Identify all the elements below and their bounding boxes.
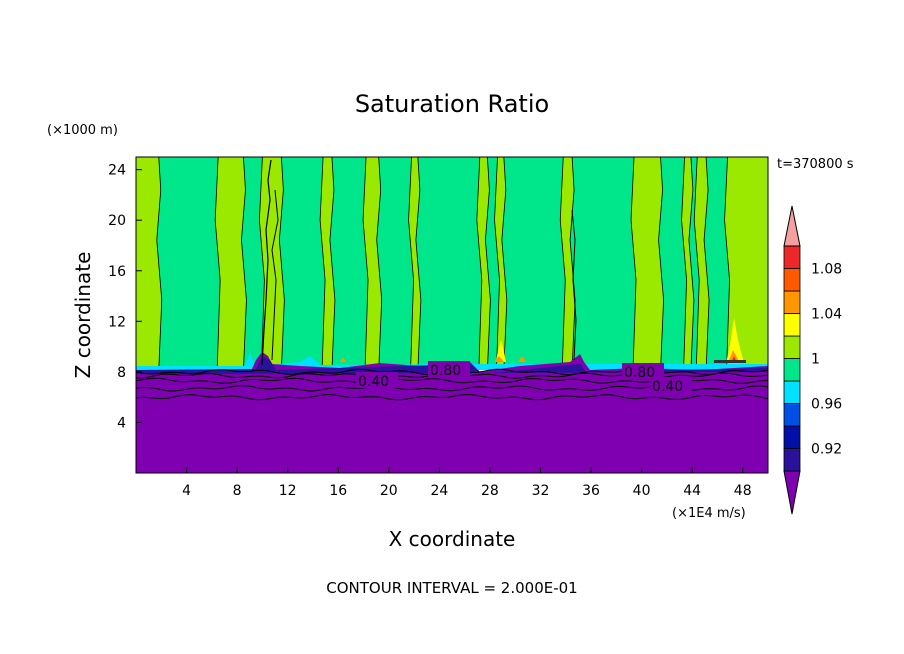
contour-interval-note: CONTOUR INTERVAL = 2.000E-01 xyxy=(326,579,577,597)
x-tick-label: 8 xyxy=(233,483,242,499)
y-axis-title: Z coordinate xyxy=(71,252,95,379)
plume-x10 xyxy=(261,159,272,366)
colorbar-swatch xyxy=(783,425,801,449)
y-units-label: (×1000 m) xyxy=(47,123,118,138)
moist-band xyxy=(329,157,369,371)
plot-frame xyxy=(135,156,769,474)
plume-x10b xyxy=(271,189,279,361)
contour-label-0.40-a: 0.40 xyxy=(358,374,389,390)
colorbar-swatch xyxy=(783,358,801,382)
contour-label-0.40-b: 0.40 xyxy=(652,379,683,395)
x-tick-label: 12 xyxy=(279,483,297,499)
colorbar-label: 0.92 xyxy=(811,442,842,458)
moist-band xyxy=(688,157,700,371)
colorbar-swatch xyxy=(783,335,801,359)
x-tick-label: 4 xyxy=(182,483,191,499)
colorbar-label: 1.08 xyxy=(811,262,842,278)
colorbar-swatch xyxy=(783,403,801,427)
warm-cell-x17 xyxy=(340,357,346,362)
colorbar-label: 0.96 xyxy=(811,397,842,413)
x-tick-label: 40 xyxy=(633,483,651,499)
x-axis: 4 8 12 16 20 24 28 32 36 40 44 48 xyxy=(182,467,752,499)
contour-field xyxy=(136,157,768,473)
colorbar: 0.92 0.96 1 1.04 1.08 xyxy=(783,205,842,515)
moist-band xyxy=(484,157,500,371)
y-axis: 4 8 12 16 20 24 xyxy=(108,163,142,431)
x-tick-label: 20 xyxy=(380,483,398,499)
chart-title: Saturation Ratio xyxy=(355,90,549,118)
moist-band xyxy=(569,157,637,371)
x-tick-label: 44 xyxy=(683,483,701,499)
x-tick-label: 28 xyxy=(481,483,499,499)
dark-strip-x46 xyxy=(714,360,746,363)
y-tick-label: 16 xyxy=(108,264,126,280)
colorbar-swatch xyxy=(783,268,801,292)
x-axis-title: X coordinate xyxy=(389,527,516,551)
colorbar-swatch xyxy=(783,448,801,472)
contour-label-0.80-a: 0.80 xyxy=(430,363,461,379)
colorbar-lower-arrow xyxy=(783,470,801,515)
y-tick-label: 24 xyxy=(108,163,126,179)
colorbar-swatch xyxy=(783,245,801,269)
time-label: t=370800 s xyxy=(777,157,854,172)
x-tick-label: 48 xyxy=(734,483,752,499)
x-units-label: (×1E4 m/s) xyxy=(672,506,746,521)
warm-cell-x29b xyxy=(494,356,504,362)
colorbar-upper-arrow xyxy=(783,205,801,247)
moist-band xyxy=(156,157,221,371)
colorbar-swatch xyxy=(783,380,801,404)
contour-label-0.80-b: 0.80 xyxy=(624,365,655,381)
moist-band xyxy=(376,157,414,371)
moist-band xyxy=(658,157,687,371)
x-tick-label: 36 xyxy=(582,483,600,499)
y-tick-label: 12 xyxy=(108,314,126,330)
plume-x35 xyxy=(571,209,577,361)
y-tick-label: 20 xyxy=(108,213,126,229)
y-tick-label: 8 xyxy=(117,365,126,381)
colorbar-swatch xyxy=(783,290,801,314)
moist-band xyxy=(501,157,566,371)
x-tick-label: 32 xyxy=(532,483,550,499)
moist-band xyxy=(703,157,730,371)
moist-bands xyxy=(156,157,730,371)
contour-labels: 0.40 0.80 0.80 0.40 xyxy=(356,361,692,395)
warm-cell-x29 xyxy=(496,340,506,362)
warm-cell-x47 xyxy=(726,318,744,363)
colorbar-label: 1 xyxy=(811,352,820,368)
cyan-fringe xyxy=(136,352,768,370)
moist-band xyxy=(415,157,483,371)
moist-band xyxy=(241,157,265,371)
colorbar-label: 1.04 xyxy=(811,307,842,323)
x-tick-label: 16 xyxy=(329,483,347,499)
y-tick-label: 4 xyxy=(117,415,126,431)
x-tick-label: 24 xyxy=(430,483,448,499)
colorbar-swatch xyxy=(783,313,801,337)
warm-cell-x30 xyxy=(518,356,526,362)
contour-line xyxy=(136,394,768,401)
moist-band xyxy=(278,157,326,371)
